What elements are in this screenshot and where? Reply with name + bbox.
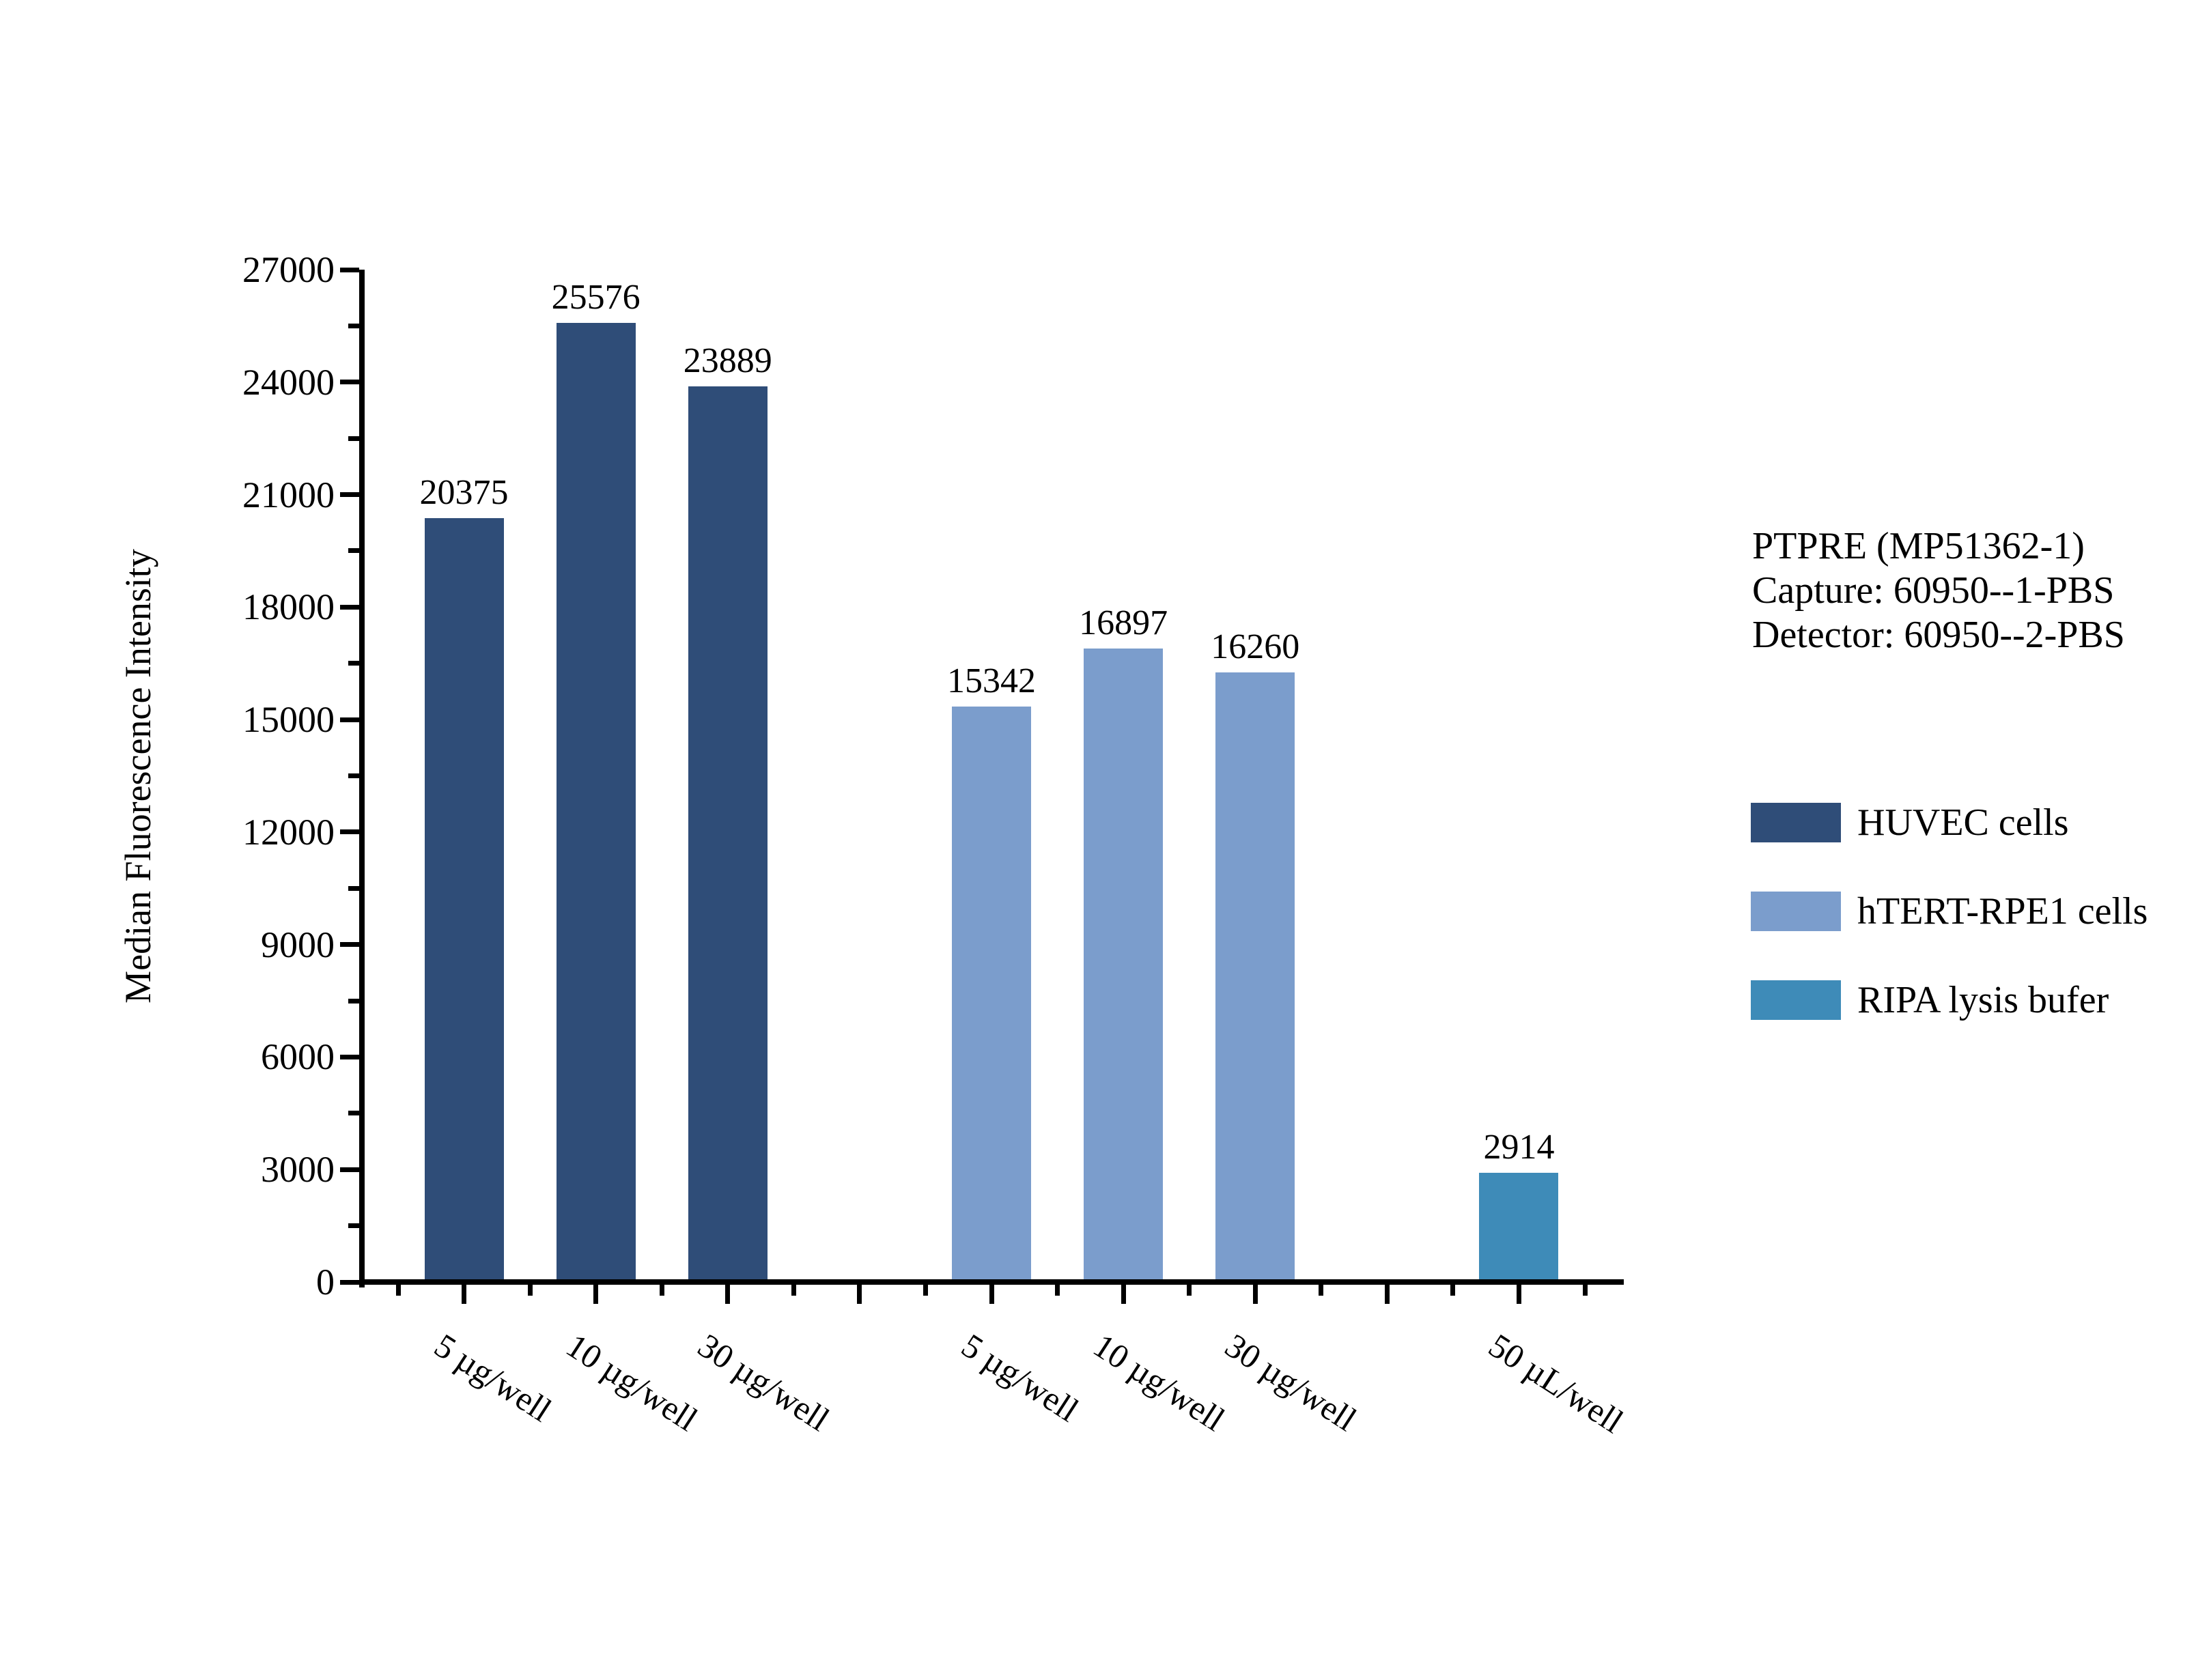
y-major-tick (340, 492, 359, 498)
y-minor-tick (348, 323, 359, 328)
y-minor-tick (348, 661, 359, 666)
bar-value-label: 16897 (1079, 603, 1168, 642)
bar (1479, 1172, 1559, 1282)
legend-item: hTERT-RPE1 cells (1751, 890, 2148, 932)
x-category-label: 5 µg/well (955, 1326, 1086, 1429)
y-tick-label: 21000 (242, 474, 335, 515)
y-tick-label: 3000 (261, 1149, 335, 1191)
legend-swatch (1751, 803, 1841, 842)
y-tick-label: 15000 (242, 699, 335, 741)
annotation-line: Detector: 60950--2-PBS (1752, 614, 2125, 656)
x-minor-tick (1582, 1285, 1588, 1296)
legend: HUVEC cells hTERT-RPE1 cells RIPA lysis bu… (1751, 801, 2196, 1090)
x-major-tick (462, 1285, 467, 1304)
x-minor-tick (395, 1285, 401, 1296)
y-minor-tick (348, 773, 359, 778)
x-minor-tick (1450, 1285, 1456, 1296)
y-tick-label: 9000 (261, 924, 335, 965)
legend-swatch (1751, 980, 1841, 1020)
y-major-tick (340, 717, 359, 722)
legend-label: RIPA lysis bufer (1857, 979, 2109, 1021)
x-minor-tick (923, 1285, 928, 1296)
legend-label: HUVEC cells (1857, 801, 2069, 844)
x-category-label: 30 µg/well (691, 1326, 836, 1439)
bar-value-label: 25576 (551, 278, 640, 317)
x-category-label: 10 µg/well (1086, 1326, 1232, 1439)
x-major-tick (1516, 1285, 1521, 1304)
bar-value-label: 2914 (1483, 1127, 1555, 1167)
bar (688, 386, 768, 1282)
x-minor-tick (791, 1285, 796, 1296)
x-major-tick (1384, 1285, 1390, 1304)
x-category-label: 30 µg/well (1218, 1326, 1364, 1439)
y-minor-tick (348, 1111, 359, 1116)
bar-value-label: 16260 (1211, 627, 1300, 666)
x-axis-line (359, 1279, 1624, 1285)
x-minor-tick (1187, 1285, 1192, 1296)
bar (952, 707, 1031, 1282)
y-major-tick (340, 942, 359, 948)
y-tick-label: 18000 (242, 586, 335, 628)
legend-swatch (1751, 892, 1841, 931)
x-minor-tick (659, 1285, 664, 1296)
y-major-tick (340, 267, 359, 272)
y-major-tick (340, 1167, 359, 1172)
legend-label: hTERT-RPE1 cells (1857, 890, 2148, 932)
y-major-tick (340, 1279, 359, 1285)
y-tick-label: 27000 (242, 249, 335, 290)
y-major-tick (340, 380, 359, 385)
x-minor-tick (1055, 1285, 1060, 1296)
legend-item: RIPA lysis bufer (1751, 979, 2109, 1021)
x-major-tick (857, 1285, 862, 1304)
y-major-tick (340, 604, 359, 610)
bar-value-label: 20375 (419, 472, 509, 512)
bar (1084, 648, 1164, 1282)
bar-value-label: 23889 (683, 341, 772, 380)
x-category-label: 50 µL/well (1482, 1326, 1631, 1441)
y-minor-tick (348, 998, 359, 1003)
legend-item: HUVEC cells (1751, 801, 2069, 844)
x-major-tick (725, 1285, 731, 1304)
y-minor-tick (348, 1223, 359, 1229)
bar (1215, 672, 1295, 1282)
bar (556, 323, 636, 1282)
bar (424, 517, 504, 1282)
y-axis-line (359, 270, 365, 1287)
y-tick-label: 24000 (242, 361, 335, 403)
x-major-tick (593, 1285, 599, 1304)
bar-value-label: 15342 (947, 661, 1036, 701)
x-minor-tick (527, 1285, 533, 1296)
x-major-tick (1252, 1285, 1258, 1304)
x-category-label: 10 µg/well (559, 1326, 705, 1439)
y-tick-label: 6000 (261, 1036, 335, 1078)
y-tick-label: 0 (316, 1262, 335, 1302)
annotation-line: Capture: 60950--1-PBS (1752, 569, 2115, 612)
x-major-tick (989, 1285, 994, 1304)
y-minor-tick (348, 548, 359, 554)
y-minor-tick (348, 436, 359, 441)
x-major-tick (1121, 1285, 1126, 1304)
annotation-line: PTPRE (MP51362-1) (1752, 525, 2085, 567)
y-major-tick (340, 1054, 359, 1059)
x-category-label: 5 µg/well (427, 1326, 559, 1429)
x-minor-tick (1319, 1285, 1324, 1296)
y-major-tick (340, 829, 359, 835)
annotation-block: PTPRE (MP51362-1) Capture: 60950--1-PBS … (1752, 524, 2125, 657)
y-minor-tick (348, 885, 359, 891)
y-tick-label: 12000 (242, 811, 335, 853)
